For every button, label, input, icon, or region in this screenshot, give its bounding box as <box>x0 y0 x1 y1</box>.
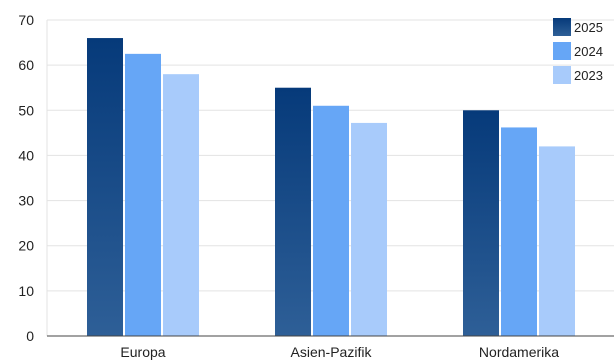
x-tick-label: Asien-Pazifik <box>291 344 373 360</box>
legend-label: 2023 <box>574 68 603 83</box>
bar-2023-asien-pazifik <box>351 122 387 336</box>
y-tick-label: 30 <box>18 193 34 209</box>
y-tick-label: 40 <box>18 147 34 163</box>
legend-swatch <box>553 18 571 36</box>
y-tick-label: 70 <box>18 12 34 28</box>
legend: 2025 2024 2023 <box>553 18 603 84</box>
legend-swatch <box>553 66 571 84</box>
axes: 0 10 20 30 40 50 60 70 Europa Asien-Pazifik Nordam… <box>18 12 614 360</box>
y-tick-label: 0 <box>26 328 34 344</box>
bar-2024-asien-pazifik <box>313 105 349 337</box>
bar-2023-nordamerika <box>539 146 575 336</box>
x-tick-label: Europa <box>120 344 165 360</box>
x-tick-label: Nordamerika <box>479 344 559 360</box>
y-tick-label: 50 <box>18 102 34 118</box>
y-tick-label: 10 <box>18 283 34 299</box>
bar-2025-europa <box>87 38 123 337</box>
y-tick-label: 60 <box>18 57 34 73</box>
legend-swatch <box>553 42 571 60</box>
legend-label: 2025 <box>574 20 603 35</box>
y-tick-label: 20 <box>18 238 34 254</box>
bars <box>87 38 575 337</box>
bar-2025-nordamerika <box>463 110 499 337</box>
bar-2025-asien-pazifik <box>275 87 311 336</box>
bar-2023-europa <box>163 74 199 337</box>
bar-2024-nordamerika <box>501 127 537 336</box>
legend-label: 2024 <box>574 44 603 59</box>
bar-2024-europa <box>125 53 161 336</box>
